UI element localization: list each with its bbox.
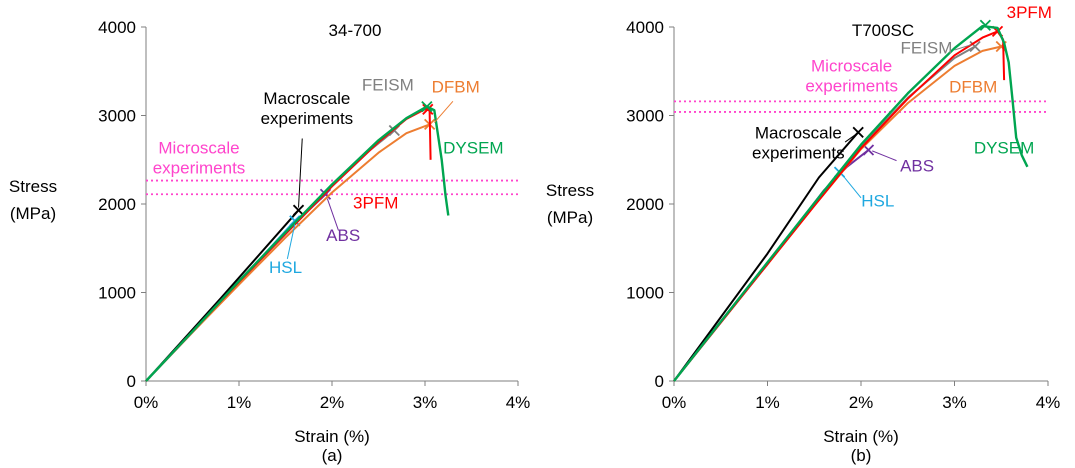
series-label-hsl: HSL	[861, 192, 894, 211]
y-tick-label: 3000	[626, 107, 664, 126]
series-line-macro	[673, 131, 859, 382]
panel-label: (b)	[851, 446, 872, 465]
y-tick-label: 3000	[98, 107, 136, 126]
label-leader-abs	[326, 198, 339, 231]
series-label-macro: experiments	[261, 109, 354, 128]
chart-panel-b: 0% 1% 2% 3% 4% 0 1000 2000 3000 4000 Strain (%) Str…	[546, 3, 1060, 465]
series-label-abs: ABS	[326, 226, 360, 245]
series-line-abs	[673, 149, 870, 382]
series-label-dysem: DYSEM	[443, 139, 503, 158]
series-label-abs: ABS	[900, 156, 934, 175]
series-label-micro: Microscale	[811, 56, 892, 75]
series-line-dysem	[145, 105, 450, 382]
y-tick-label: 0	[127, 372, 136, 391]
x-tick-label: 3%	[942, 393, 967, 412]
label-leader-macro	[298, 138, 303, 208]
label-leader-hsl	[286, 224, 296, 259]
series-label-macro: Macroscale	[263, 89, 350, 108]
series-label-macro: experiments	[752, 144, 845, 163]
series-label-micro: Microscale	[158, 139, 239, 158]
series-label-3pfm: 3PFM	[1007, 3, 1052, 22]
y-axis-label-line2: (MPa)	[10, 204, 56, 223]
series-label-dfbm: DFBM	[432, 77, 480, 96]
x-tick-label: 3%	[413, 393, 438, 412]
x-tick-label: 4%	[1036, 393, 1061, 412]
y-tick-label: 2000	[98, 195, 136, 214]
x-axis-label: Strain (%)	[294, 427, 370, 446]
series-label-dysem: DYSEM	[974, 139, 1034, 158]
series-label-micro: experiments	[153, 159, 246, 178]
y-tick-label: 1000	[98, 284, 136, 303]
series-line-dysem	[673, 24, 1029, 382]
y-axis-label-line1: Stress	[9, 177, 57, 196]
y-axis-label-line2: (MPa)	[547, 208, 593, 227]
chart-title: T700SC	[852, 21, 914, 40]
series-label-3pfm: 3PFM	[353, 193, 398, 212]
panel-label: (a)	[322, 446, 343, 465]
y-tick-label: 1000	[626, 284, 664, 303]
x-tick-label: 4%	[506, 393, 531, 412]
series-label-feism: FEISM	[362, 76, 414, 95]
series-label-hsl: HSL	[269, 258, 302, 277]
failure-marker-feism	[969, 40, 981, 53]
x-axis-label: Strain (%)	[823, 427, 899, 446]
series-line-feism	[673, 45, 976, 382]
failure-marker-abs	[862, 144, 875, 156]
series-label-micro: experiments	[805, 76, 898, 95]
x-tick-label: 0%	[662, 393, 687, 412]
chart-title: 34-700	[329, 21, 382, 40]
series-label-macro: Macroscale	[755, 124, 842, 143]
label-leader-dfbm	[433, 101, 454, 123]
x-tick-label: 2%	[849, 393, 874, 412]
x-tick-label: 1%	[755, 393, 780, 412]
label-leader-feism	[954, 44, 972, 51]
failure-marker-dysem	[979, 19, 991, 31]
x-tick-label: 0%	[134, 393, 159, 412]
failure-marker-3pfm	[422, 103, 434, 115]
label-leader-hsl	[841, 174, 862, 199]
chart-panel-a: 0% 1% 2% 3% 4% 0 1000 2000 3000 4000 Strain (%) Str…	[9, 18, 530, 465]
series-line-dfbm	[673, 45, 1002, 382]
series-label-dfbm: DFBM	[949, 77, 997, 96]
failure-marker-macro	[292, 204, 305, 216]
y-tick-label: 0	[655, 372, 664, 391]
y-tick-label: 2000	[626, 195, 664, 214]
failure-marker-dysem	[421, 101, 433, 113]
label-leader-macro	[844, 133, 857, 143]
y-tick-label: 4000	[98, 18, 136, 37]
series-label-feism: FEISM	[900, 39, 952, 58]
label-leader-abs	[872, 150, 897, 162]
y-axis-label-line1: Stress	[546, 181, 594, 200]
y-tick-label: 4000	[626, 18, 664, 37]
x-tick-label: 1%	[227, 393, 252, 412]
x-tick-label: 2%	[320, 393, 345, 412]
